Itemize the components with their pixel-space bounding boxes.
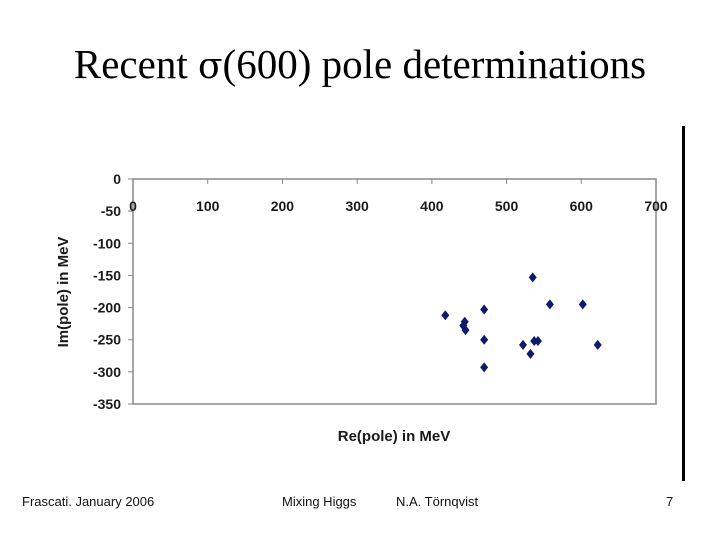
- data-point-marker: [545, 299, 554, 310]
- data-point: [578, 299, 587, 310]
- data-point-marker: [528, 272, 537, 283]
- x-axis-ticks: 0 100 200 300 400 500 600 700: [129, 179, 668, 214]
- data-point: [480, 334, 489, 345]
- footer-location-date: Frascati. January 2006: [22, 494, 155, 509]
- data-point: [480, 304, 489, 315]
- x-tick-label: 500: [495, 198, 519, 214]
- y-tick-label: 0: [113, 171, 121, 187]
- vertical-divider: [682, 126, 685, 481]
- x-tick-label: 0: [129, 198, 137, 214]
- footer-talk-title: Mixing Higgs: [282, 494, 357, 509]
- y-tick-label: -300: [93, 364, 121, 380]
- plot-area: [132, 178, 657, 405]
- data-point: [519, 339, 528, 350]
- y-tick-label: -200: [93, 300, 121, 316]
- data-point-marker: [480, 362, 489, 373]
- x-tick-label: 700: [644, 198, 668, 214]
- slide-title: Recent σ(600) pole determinations: [0, 40, 720, 88]
- x-tick-label: 200: [271, 198, 295, 214]
- data-point-marker: [441, 310, 450, 321]
- x-tick-label: 100: [196, 198, 220, 214]
- data-point: [593, 339, 602, 350]
- y-axis-ticks: 0 -50 -100 -150 -200 -250 -300 -350: [93, 171, 133, 412]
- x-tick-label: 300: [345, 198, 369, 214]
- data-point: [480, 362, 489, 373]
- data-point: [441, 310, 450, 321]
- data-point: [533, 336, 542, 346]
- data-points: [441, 272, 602, 373]
- footer-author: N.A. Törnqvist: [396, 494, 479, 509]
- y-tick-label: -50: [101, 203, 121, 219]
- title-suffix: (600) pole determinations: [222, 41, 647, 87]
- data-point-marker: [460, 316, 469, 327]
- data-point: [460, 316, 469, 327]
- footer-page-number: 7: [666, 494, 674, 509]
- y-tick-label: -100: [93, 235, 121, 251]
- y-tick-label: -150: [93, 267, 121, 283]
- y-axis-label: Im(pole) in MeV: [55, 237, 72, 348]
- data-point: [526, 348, 535, 359]
- data-point-marker: [533, 336, 542, 346]
- data-point: [528, 272, 537, 283]
- y-tick-label: -350: [93, 396, 121, 412]
- data-point-marker: [519, 339, 528, 350]
- x-tick-label: 600: [570, 198, 594, 214]
- data-point-marker: [480, 334, 489, 345]
- data-point: [461, 325, 470, 336]
- title-prefix: Recent: [73, 41, 198, 87]
- data-point-marker: [578, 299, 587, 310]
- data-point-marker: [593, 339, 602, 350]
- y-tick-label: -250: [93, 332, 121, 348]
- data-point-marker: [526, 348, 535, 359]
- x-tick-label: 400: [420, 198, 444, 214]
- data-point-marker: [461, 325, 470, 336]
- data-point: [545, 299, 554, 310]
- data-point-marker: [480, 304, 489, 315]
- x-axis-label: Re(pole) in MeV: [338, 428, 451, 445]
- sigma-symbol: σ: [197, 46, 223, 87]
